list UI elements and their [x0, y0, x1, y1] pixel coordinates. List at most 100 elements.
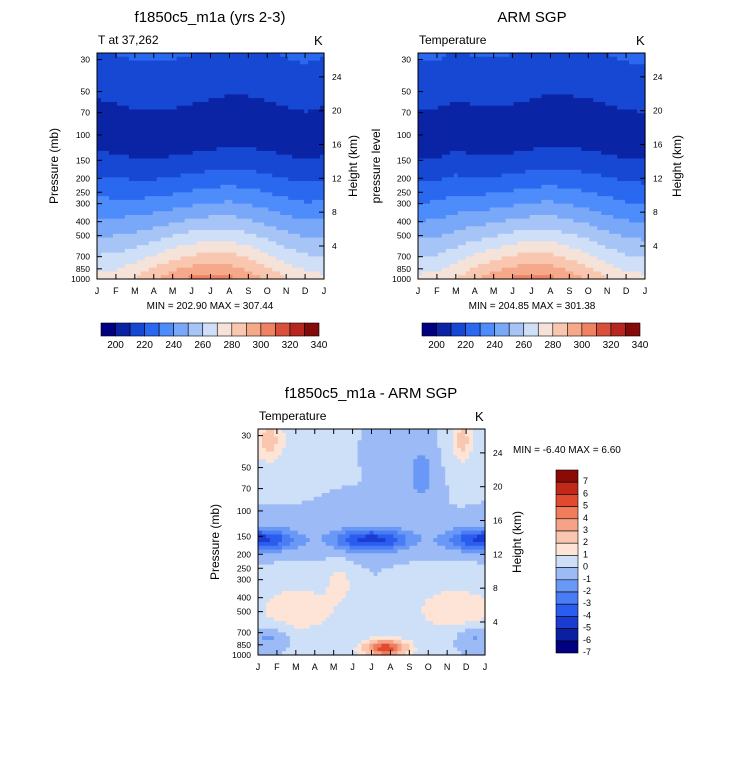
- contour-cell: [437, 60, 443, 65]
- contour-cell: [465, 79, 471, 84]
- contour-cell: [216, 105, 222, 111]
- contour-cell: [100, 60, 106, 65]
- contour-cell: [236, 113, 241, 118]
- contour-cell: [140, 260, 146, 265]
- contour-cell: [449, 139, 455, 144]
- contour-cell: [252, 139, 257, 144]
- contour-cell: [276, 188, 281, 193]
- contour-cell: [613, 105, 618, 111]
- contour-cell: [156, 86, 162, 92]
- contour-cell: [264, 181, 269, 186]
- contour-cell: [637, 90, 642, 96]
- contour-cell: [272, 56, 277, 62]
- contour-cell: [489, 139, 495, 144]
- contour-cell: [148, 56, 154, 62]
- contour-cell: [272, 188, 277, 193]
- contour-cell: [276, 166, 281, 171]
- contour-cell: [276, 105, 281, 111]
- contour-cell: [204, 192, 210, 197]
- contour-cell: [196, 83, 202, 88]
- contour-cell: [641, 135, 646, 141]
- contour-cell: [304, 101, 309, 107]
- contour-cell: [276, 173, 281, 178]
- contour-cell: [601, 53, 606, 58]
- contour-cell: [429, 79, 435, 84]
- contour-cell: [180, 101, 186, 107]
- contour-cell: [621, 64, 626, 69]
- contour-cell: [621, 98, 626, 103]
- contour-cell: [176, 199, 182, 205]
- contour-cell: [609, 120, 614, 126]
- contour-cell: [100, 117, 106, 122]
- contour-cell: [316, 109, 321, 114]
- contour-cell: [300, 256, 305, 261]
- contour-cell: [152, 260, 158, 265]
- contour-cell: [268, 105, 273, 111]
- contour-cell: [140, 150, 146, 156]
- contour-cell: [625, 101, 630, 107]
- contour-cell: [320, 120, 325, 126]
- contour-cell: [240, 75, 245, 80]
- contour-cell: [573, 53, 578, 58]
- contour-cell: [112, 71, 118, 77]
- contour-cell: [493, 56, 499, 62]
- contour-cell: [256, 241, 261, 246]
- contour-cell: [288, 203, 293, 209]
- contour-cell: [192, 166, 198, 171]
- contour-cell: [633, 53, 638, 58]
- contour-cell: [525, 90, 531, 96]
- contour-cell: [280, 79, 285, 84]
- contour-cell: [192, 158, 198, 163]
- y2-tick-label: 20: [332, 106, 342, 116]
- contour-cell: [252, 169, 257, 175]
- contour-cell: [272, 113, 277, 118]
- contour-cell: [489, 105, 495, 111]
- contour-cell: [288, 214, 293, 220]
- contour-cell: [112, 68, 118, 73]
- contour-cell: [256, 248, 261, 254]
- contour-cell: [320, 53, 325, 58]
- contour-cell: [485, 56, 491, 62]
- contour-cell: [449, 75, 455, 80]
- contour-cell: [140, 271, 146, 276]
- contour-cell: [292, 71, 297, 77]
- contour-cell: [164, 124, 170, 129]
- contour-cell: [97, 173, 102, 178]
- contour-cell: [617, 83, 622, 88]
- contour-cell: [465, 124, 471, 129]
- contour-cell: [252, 267, 257, 273]
- contour-cell: [216, 90, 222, 96]
- contour-cell: [517, 94, 523, 99]
- contour-cell: [505, 135, 511, 141]
- contour-cell: [112, 90, 118, 96]
- contour-cell: [477, 86, 483, 92]
- x-tick-label: J: [208, 286, 213, 296]
- contour-cell: [152, 98, 158, 103]
- contour-cell: [296, 267, 301, 273]
- contour-cell: [192, 218, 198, 224]
- contour-cell: [308, 60, 313, 65]
- contour-cell: [549, 94, 554, 99]
- contour-cell: [272, 233, 277, 239]
- contour-cell: [637, 109, 642, 114]
- contour-cell: [224, 218, 230, 224]
- contour-cell: [284, 124, 289, 129]
- contour-cell: [320, 233, 325, 239]
- contour-cell: [200, 211, 206, 216]
- contour-cell: [272, 117, 277, 122]
- contour-cell: [316, 207, 321, 212]
- contour-cell: [296, 275, 301, 280]
- contour-cell: [208, 271, 214, 276]
- contour-cell: [312, 233, 317, 239]
- contour-cell: [236, 241, 241, 246]
- contour-cell: [256, 53, 261, 58]
- contour-cell: [192, 260, 198, 265]
- contour-cell: [97, 237, 102, 242]
- contour-cell: [292, 90, 297, 96]
- contour-cell: [116, 263, 122, 269]
- contour-cell: [437, 139, 443, 144]
- contour-cell: [300, 139, 305, 144]
- contour-cell: [264, 75, 269, 80]
- contour-cell: [124, 237, 130, 242]
- contour-cell: [236, 150, 241, 156]
